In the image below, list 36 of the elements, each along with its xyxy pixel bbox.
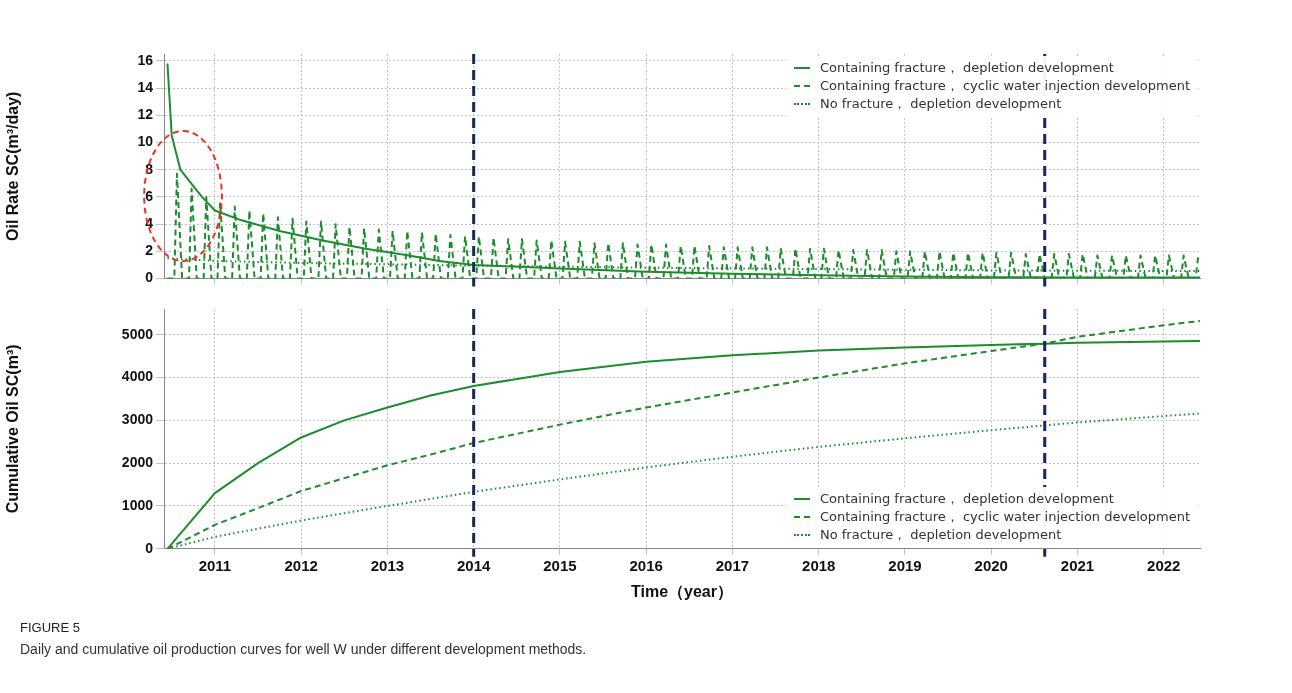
y-tick-label: 0	[145, 539, 154, 556]
x-tick-label: 2016	[629, 556, 663, 574]
y-axis-title: Oil Rate SC(m³/day)	[4, 91, 22, 241]
x-tick-label: 2021	[1060, 556, 1095, 574]
x-tick-label: 2022	[1147, 556, 1181, 574]
legend-label: Containing fracture， depletion development	[819, 489, 1114, 508]
y-tick-label: 0	[145, 269, 154, 286]
legend-label: Containing fracture， cyclic water injection development	[819, 77, 1190, 95]
legend-label: No fracture， depletion development	[819, 525, 1062, 544]
y-tick-label: 2000	[121, 454, 154, 471]
caption: FIGURE 5	[19, 620, 81, 635]
x-tick-label: 2017	[715, 556, 750, 574]
y-tick-label: 4000	[121, 368, 154, 385]
x-tick-label: 2012	[284, 556, 318, 574]
y-tick-label: 6	[145, 187, 154, 204]
legend-label: Containing fracture， cyclic water injection development	[819, 507, 1190, 526]
text: Daily and cumulative oil production curves for well W under different development methods.	[19, 641, 588, 657]
y-tick-label: 10	[137, 133, 154, 150]
x-tick-label: 2014	[456, 556, 492, 574]
x-tick-label: 2018	[802, 556, 836, 574]
x-tick-label: 2015	[543, 556, 577, 574]
y-axis-title: Cumulative Oil SC(m³)	[4, 344, 22, 514]
x-tick-label: 2019	[888, 556, 922, 574]
x-tick-label: 2020	[974, 556, 1008, 574]
x-tick-label: 2011	[198, 556, 232, 574]
y-tick-label: 14	[137, 78, 154, 95]
legend-label: Containing fracture， depletion development	[819, 59, 1114, 77]
legend-label: No fracture， depletion development	[819, 95, 1062, 113]
x-tick-label: 2013	[370, 556, 405, 574]
y-tick-label: 12	[137, 106, 154, 123]
y-tick-label: 2	[145, 242, 154, 259]
y-tick-label: 1000	[121, 496, 154, 513]
y-tick-label: 3000	[121, 411, 154, 428]
y-tick-label: 5000	[121, 325, 154, 342]
x-axis-title: Time（year）	[631, 582, 733, 601]
y-tick-label: 16	[137, 51, 154, 68]
